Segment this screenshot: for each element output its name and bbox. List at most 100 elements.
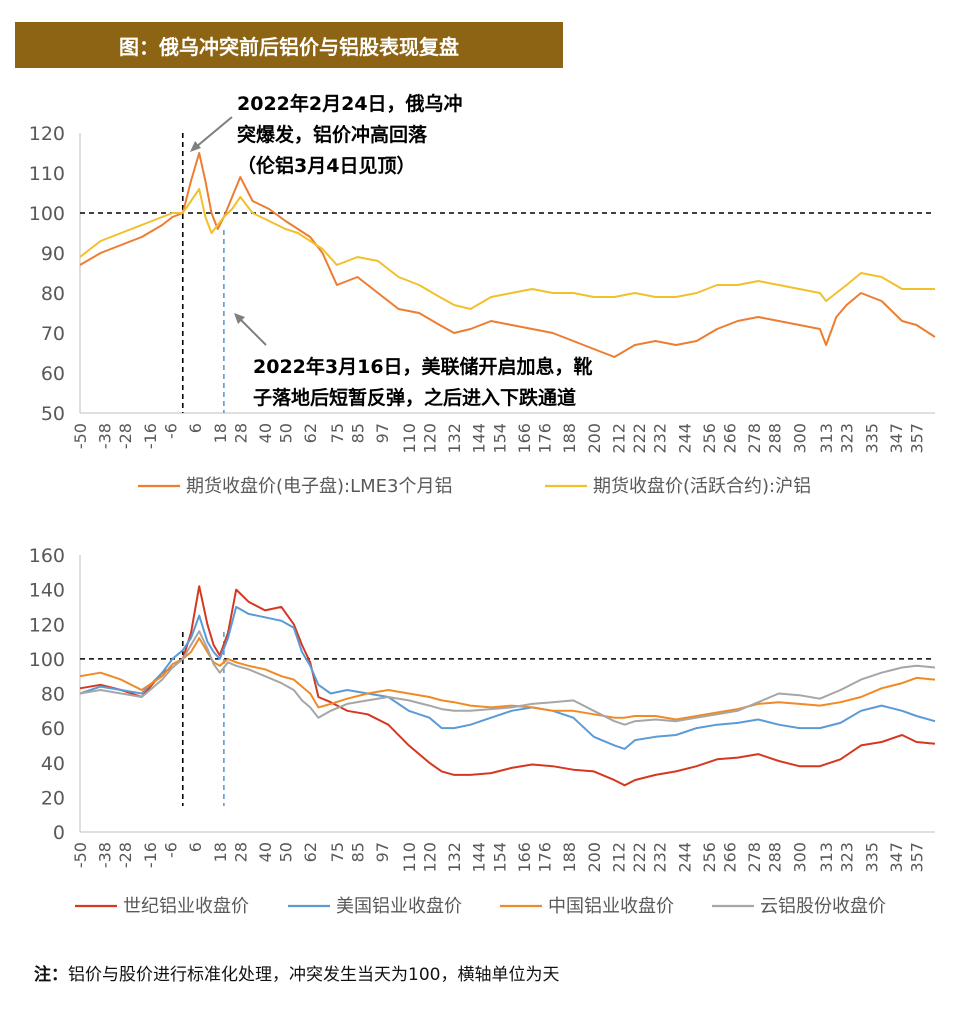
y-tick-label: 50: [41, 403, 65, 425]
x-tick-label: 188: [560, 423, 579, 454]
x-tick-label: 200: [585, 423, 604, 454]
x-tick-label: 222: [630, 842, 649, 873]
series-line: [79, 188, 935, 310]
x-tick-label: 166: [515, 423, 534, 454]
x-tick-label: 313: [817, 423, 836, 454]
y-tick-label: 90: [41, 243, 65, 265]
x-tick-label: 18: [211, 842, 230, 862]
x-tick-label: 266: [720, 842, 739, 873]
y-tick-label: 80: [41, 283, 65, 305]
y-tick-label: 70: [41, 323, 65, 345]
x-tick-label: 120: [420, 842, 439, 873]
legend-label: 期货收盘价(电子盘):LME3个月铝: [186, 476, 453, 497]
legend-label: 美国铝业收盘价: [336, 896, 462, 917]
x-tick-label: 62: [301, 423, 320, 443]
x-tick-label: -38: [96, 423, 115, 449]
x-tick-label: 200: [585, 842, 604, 873]
y-tick-label: 160: [29, 545, 65, 567]
x-tick-label: 50: [277, 842, 296, 862]
footnote-label: 注：: [34, 965, 68, 985]
x-tick-label: 288: [766, 842, 785, 873]
footnote: 注：铝价与股价进行标准化处理，冲突发生当天为100，横轴单位为天: [34, 960, 559, 985]
x-tick-label: 266: [720, 423, 739, 454]
page-title: 图：俄乌冲突前后铝价与铝股表现复盘: [15, 22, 563, 68]
y-tick-label: 40: [41, 753, 65, 775]
x-tick-label: 256: [700, 842, 719, 873]
x-tick-label: 75: [328, 842, 347, 862]
x-tick-label: 347: [887, 423, 906, 454]
x-tick-label: 85: [348, 423, 367, 443]
x-tick-label: 6: [186, 842, 205, 852]
x-tick-label: -16: [141, 842, 160, 868]
x-tick-label: 256: [700, 423, 719, 454]
y-tick-label: 100: [29, 649, 65, 671]
annotations: 2022年2月24日，俄乌冲 突爆发，铝价冲高回落 （伦铝3月4日见顶） 202…: [190, 92, 593, 409]
legend-label: 中国铝业收盘价: [548, 896, 674, 917]
x-tick-label: 120: [420, 423, 439, 454]
x-tick-label: -6: [161, 423, 180, 439]
x-tick-label: 110: [400, 423, 419, 454]
annotation-event-line-3: （伦铝3月4日见顶）: [237, 154, 415, 177]
x-tick-label: -28: [116, 423, 135, 449]
annotation-event-line-2: 突爆发，铝价冲高回落: [237, 123, 428, 146]
x-tick-label: 323: [838, 842, 857, 873]
y-tick-label: 110: [29, 163, 65, 185]
x-tick-label: 28: [231, 423, 250, 443]
x-tick-label: 40: [256, 842, 275, 862]
series-line: [79, 630, 936, 726]
x-tick-label: 176: [535, 423, 554, 454]
x-tick-label: 132: [445, 423, 464, 454]
x-tick-label: 6: [186, 423, 205, 433]
x-tick-label: 154: [490, 842, 509, 873]
x-tick-label: 244: [675, 423, 694, 454]
annotation-arrow-event: [190, 116, 233, 152]
y-tick-label: 20: [41, 787, 65, 809]
x-tick-label: 212: [609, 423, 628, 454]
series-line: [79, 637, 936, 721]
y-tick-label: 100: [29, 203, 65, 225]
y-tick-label: 60: [41, 363, 65, 385]
x-tick-label: 75: [328, 423, 347, 443]
x-tick-label: 28: [231, 842, 250, 862]
x-tick-label: 278: [745, 423, 764, 454]
annotation-fed-line-1: 2022年3月16日，美联储开启加息，靴: [253, 355, 593, 378]
x-tick-label: 85: [348, 842, 367, 862]
x-tick-label: 132: [445, 842, 464, 873]
legend-label: 世纪铝业收盘价: [123, 896, 249, 917]
x-tick-label: 144: [470, 423, 489, 454]
x-tick-label: 154: [490, 423, 509, 454]
legend-label: 期货收盘价(活跃合约):沪铝: [593, 476, 811, 497]
x-tick-label: -16: [141, 423, 160, 449]
x-tick-label: -50: [71, 423, 90, 449]
x-tick-label: 212: [609, 842, 628, 873]
x-tick-label: 300: [790, 842, 809, 873]
annotation-arrow-fed: [234, 313, 267, 346]
annotation-event-line-1: 2022年2月24日，俄乌冲: [237, 92, 463, 115]
y-tick-label: 60: [41, 718, 65, 740]
footnote-text: 铝价与股价进行标准化处理，冲突发生当天为100，横轴单位为天: [68, 965, 560, 985]
x-tick-label: 232: [651, 842, 670, 873]
x-tick-label: 40: [256, 423, 275, 443]
x-tick-label: 347: [887, 842, 906, 873]
x-tick-label: -50: [71, 842, 90, 868]
x-tick-label: 335: [862, 842, 881, 873]
legend-label: 云铝股份收盘价: [760, 896, 886, 917]
x-tick-label: 335: [862, 423, 881, 454]
x-tick-label: 50: [277, 423, 296, 443]
y-tick-label: 120: [29, 614, 65, 636]
x-tick-label: 97: [373, 423, 392, 443]
x-tick-label: 62: [301, 842, 320, 862]
x-tick-label: 244: [675, 842, 694, 873]
series-line: [79, 152, 936, 358]
x-tick-label: 278: [745, 842, 764, 873]
y-tick-label: 80: [41, 684, 65, 706]
y-tick-label: 0: [53, 822, 65, 844]
x-tick-label: -6: [161, 842, 180, 858]
y-tick-label: 120: [29, 123, 65, 145]
y-tick-label: 140: [29, 580, 65, 602]
x-tick-label: 288: [766, 423, 785, 454]
x-tick-label: 232: [651, 423, 670, 454]
